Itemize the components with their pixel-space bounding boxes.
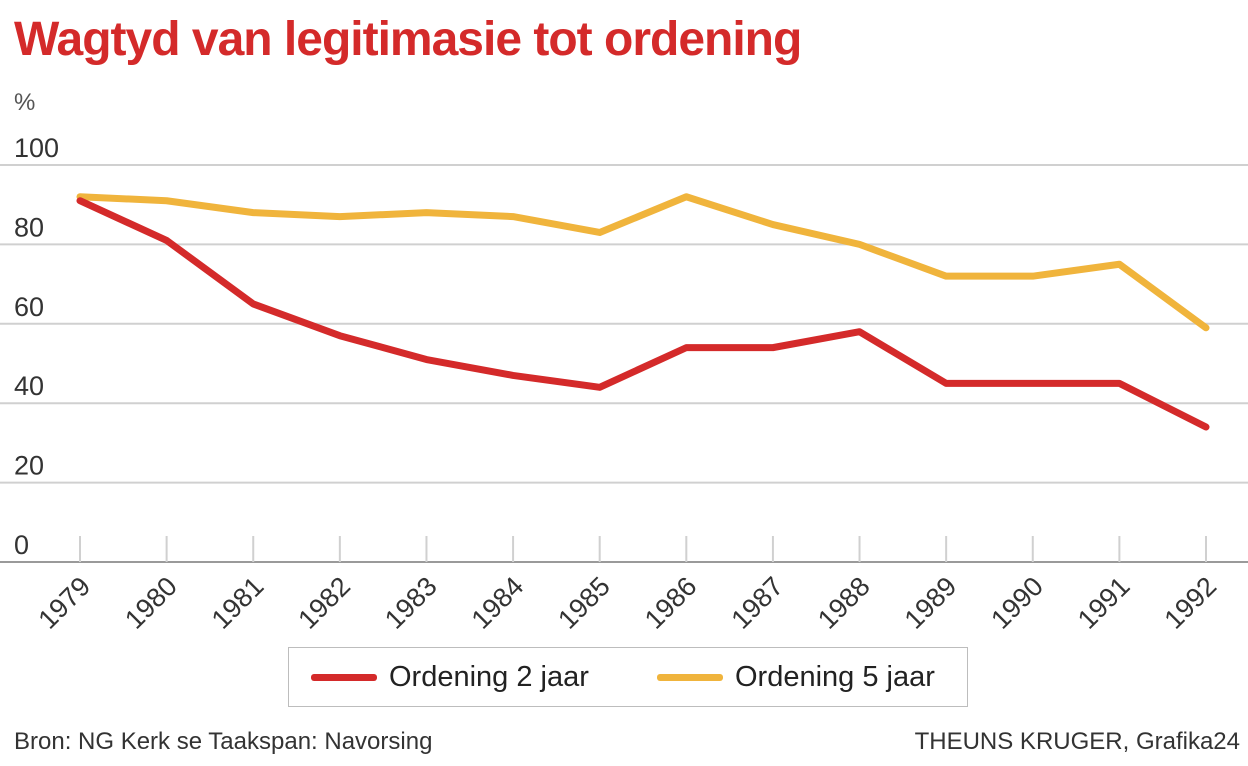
x-tick-label-1983: 1983 bbox=[379, 571, 443, 635]
credit-note: THEUNS KRUGER, Grafika24 bbox=[914, 728, 1240, 755]
series-line-0 bbox=[76, 197, 1210, 431]
x-axis-ticks: 1979 1980 1981 1982 1983 1984 1985 1986 1987 1988… bbox=[33, 536, 1223, 635]
x-tick-label-1986: 1986 bbox=[639, 571, 703, 635]
x-tick-label-1987: 1987 bbox=[725, 571, 789, 635]
legend-label-5-jaar: Ordening 5 jaar bbox=[735, 660, 935, 693]
legend-item-5-jaar: Ordening 5 jaar bbox=[657, 648, 935, 706]
y-tick-label-100: 100 bbox=[14, 133, 59, 163]
x-tick-label-1990: 1990 bbox=[985, 571, 1049, 635]
series-lines bbox=[76, 193, 1210, 431]
legend-label-2-jaar: Ordening 2 jaar bbox=[389, 660, 589, 693]
x-tick-label-1992: 1992 bbox=[1159, 571, 1223, 635]
x-tick-label-1980: 1980 bbox=[119, 571, 183, 635]
x-tick-label-1982: 1982 bbox=[292, 571, 356, 635]
y-tick-label-80: 80 bbox=[14, 212, 44, 242]
y-tick-label-0: 0 bbox=[14, 530, 29, 560]
chart-title: Wagtyd van legitimasie tot ordening bbox=[14, 13, 802, 66]
x-tick-label-1984: 1984 bbox=[466, 571, 530, 635]
y-tick-label-20: 20 bbox=[14, 451, 44, 481]
legend-item-2-jaar: Ordening 2 jaar bbox=[311, 648, 589, 706]
y-axis-ticks: 0 20 40 60 80 100 bbox=[14, 133, 59, 560]
gridlines bbox=[0, 164, 1248, 563]
x-tick-label-1979: 1979 bbox=[33, 571, 97, 635]
legend-swatch-2-jaar bbox=[311, 673, 377, 681]
x-tick-label-1985: 1985 bbox=[552, 571, 616, 635]
y-tick-label-40: 40 bbox=[14, 371, 44, 401]
source-note: Bron: NG Kerk se Taakspan: Navorsing bbox=[14, 728, 433, 755]
x-tick-label-1988: 1988 bbox=[812, 571, 876, 635]
legend-swatch-5-jaar bbox=[657, 673, 723, 681]
x-tick-label-1989: 1989 bbox=[899, 571, 963, 635]
y-axis-unit-label: % bbox=[14, 89, 35, 116]
series-line-1 bbox=[76, 193, 1210, 332]
x-tick-label-1981: 1981 bbox=[206, 571, 270, 635]
y-tick-label-60: 60 bbox=[14, 292, 44, 322]
legend: Ordening 2 jaar Ordening 5 jaar bbox=[288, 647, 968, 707]
x-tick-label-1991: 1991 bbox=[1072, 571, 1136, 635]
